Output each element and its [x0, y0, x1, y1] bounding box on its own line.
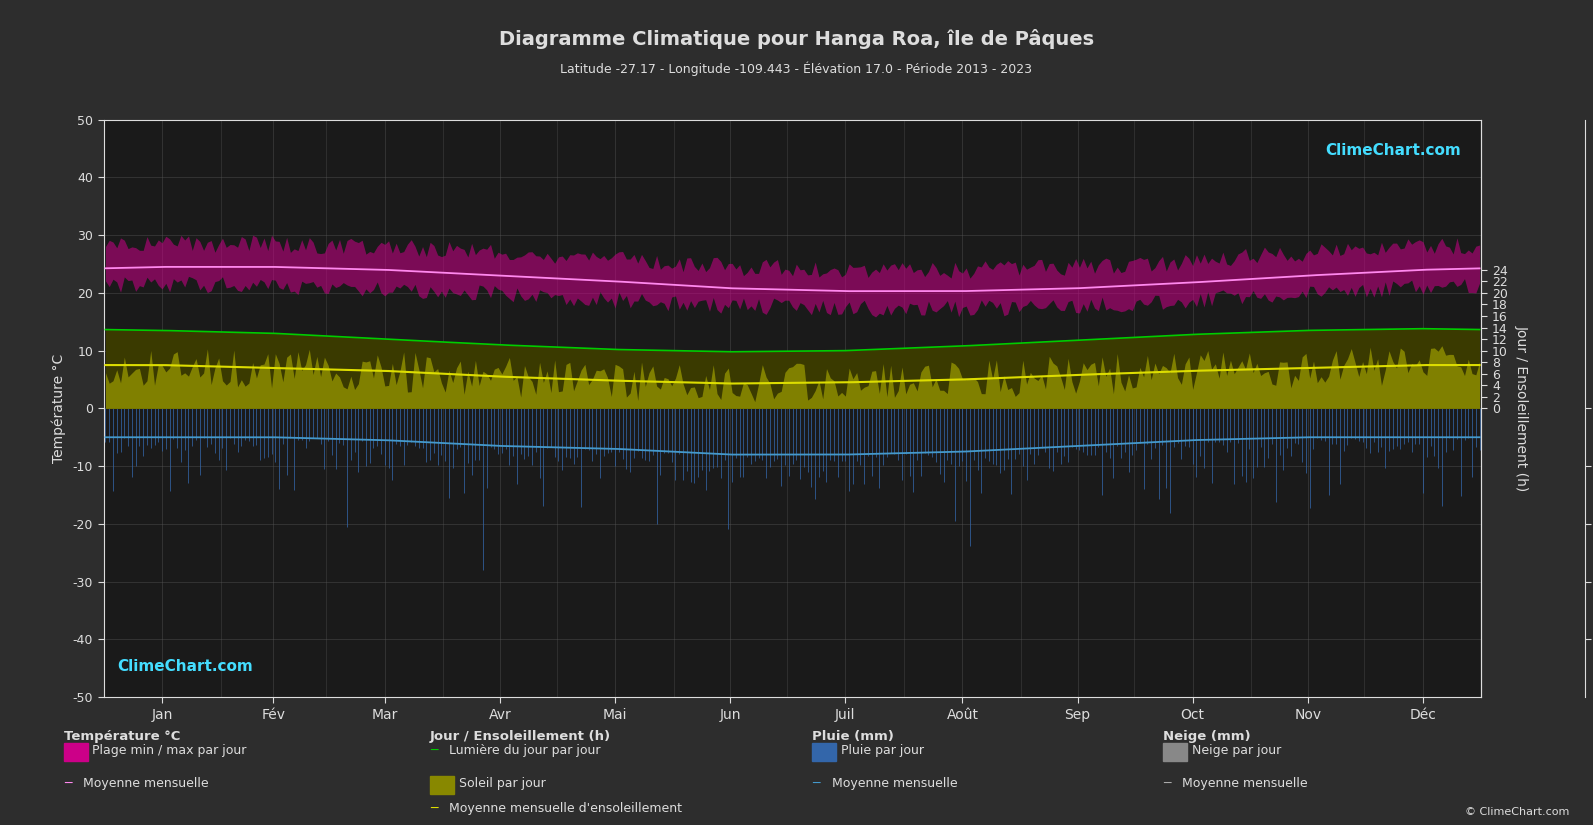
Text: Pluie par jour: Pluie par jour	[841, 744, 924, 757]
Text: Pluie (mm): Pluie (mm)	[812, 730, 894, 743]
Text: ClimeChart.com: ClimeChart.com	[1325, 143, 1461, 158]
Text: Moyenne mensuelle d'ensoleillement: Moyenne mensuelle d'ensoleillement	[449, 802, 682, 815]
Text: Température °C: Température °C	[64, 730, 180, 743]
Text: Plage min / max par jour: Plage min / max par jour	[92, 744, 247, 757]
Text: ClimeChart.com: ClimeChart.com	[118, 659, 253, 674]
Text: ─: ─	[430, 802, 438, 815]
Text: Jour / Ensoleillement (h): Jour / Ensoleillement (h)	[430, 730, 612, 743]
Text: Moyenne mensuelle: Moyenne mensuelle	[83, 777, 209, 790]
Text: Moyenne mensuelle: Moyenne mensuelle	[1182, 777, 1308, 790]
Text: ─: ─	[812, 777, 820, 790]
Y-axis label: Jour / Ensoleillement (h): Jour / Ensoleillement (h)	[1515, 325, 1529, 492]
Text: Lumière du jour par jour: Lumière du jour par jour	[449, 744, 601, 757]
Text: Soleil par jour: Soleil par jour	[459, 777, 545, 790]
Text: Neige (mm): Neige (mm)	[1163, 730, 1251, 743]
Text: Moyenne mensuelle: Moyenne mensuelle	[832, 777, 957, 790]
Y-axis label: Température °C: Température °C	[51, 354, 65, 463]
Text: ─: ─	[64, 777, 72, 790]
Text: Diagramme Climatique pour Hanga Roa, île de Pâques: Diagramme Climatique pour Hanga Roa, île…	[499, 29, 1094, 49]
Text: ─: ─	[1163, 777, 1171, 790]
Text: © ClimeChart.com: © ClimeChart.com	[1464, 807, 1569, 817]
Text: ─: ─	[430, 744, 438, 757]
Text: Latitude -27.17 - Longitude -109.443 - Élévation 17.0 - Période 2013 - 2023: Latitude -27.17 - Longitude -109.443 - É…	[561, 62, 1032, 77]
Text: Neige par jour: Neige par jour	[1192, 744, 1281, 757]
